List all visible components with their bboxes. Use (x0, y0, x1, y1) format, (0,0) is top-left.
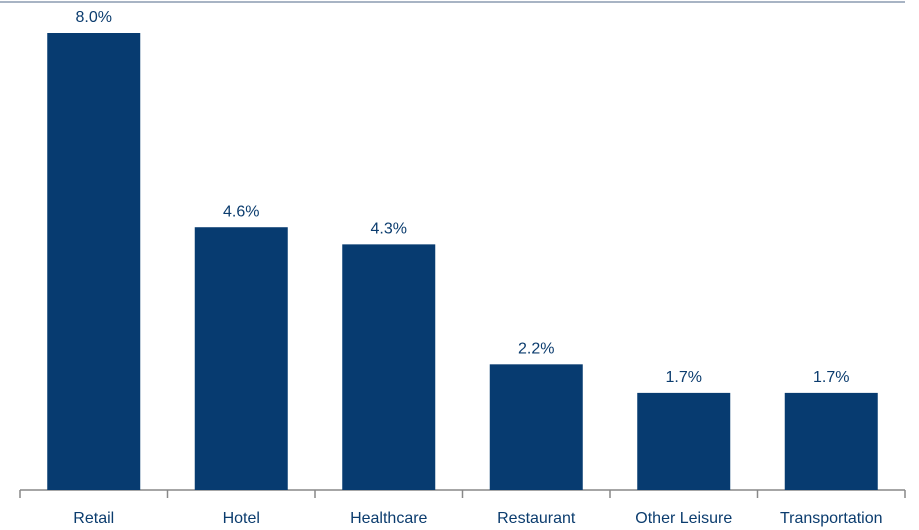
value-label: 4.3% (371, 221, 407, 238)
value-label: 4.6% (223, 203, 259, 220)
x-tick-label: Restaurant (497, 510, 576, 527)
value-label: 1.7% (813, 369, 849, 386)
bar (489, 364, 583, 490)
x-tick-label: Hotel (223, 510, 260, 527)
bar (194, 227, 288, 490)
x-tick-label: Other Leisure (635, 510, 732, 527)
value-label: 2.2% (518, 341, 554, 358)
bar (342, 244, 436, 490)
bar (637, 392, 731, 490)
x-tick-label: Healthcare (350, 510, 427, 527)
value-label: 8.0% (76, 9, 112, 26)
bar (47, 33, 141, 490)
x-tick-label: Transportation (780, 510, 883, 527)
bar (784, 392, 878, 490)
x-tick-label: Retail (73, 510, 114, 527)
value-label: 1.7% (666, 369, 702, 386)
